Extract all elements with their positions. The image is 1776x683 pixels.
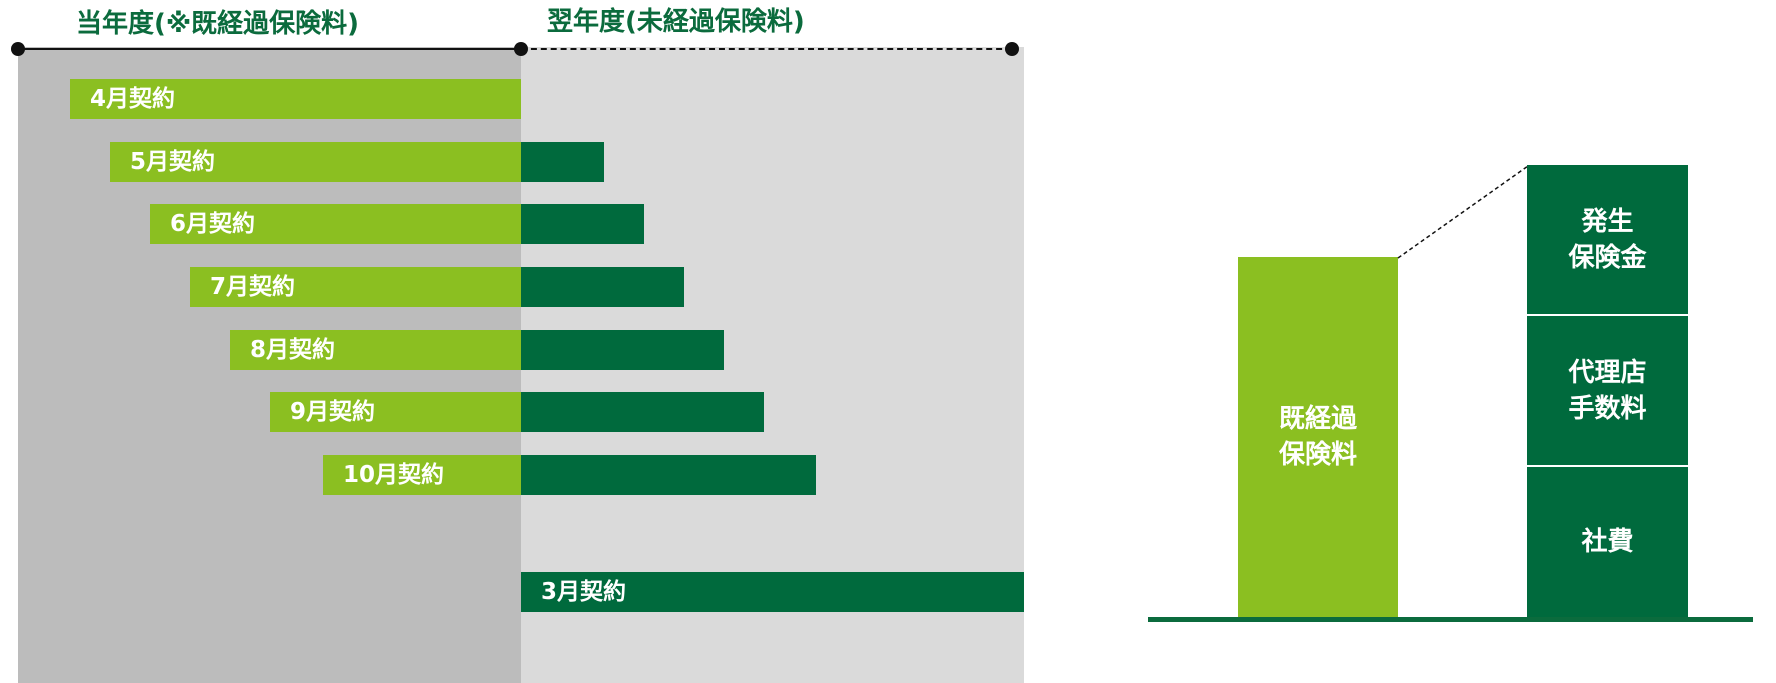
next-year-line bbox=[521, 48, 1012, 50]
contract-label-3: 3月契約 bbox=[541, 579, 627, 605]
contract-bar-next-8 bbox=[521, 330, 724, 370]
connector-dashed-line bbox=[1397, 165, 1529, 259]
contract-bar-next-3: 3月契約 bbox=[521, 572, 1024, 612]
contract-bar-next-10 bbox=[521, 455, 816, 495]
contract-bar-current-10: 10月契約 bbox=[323, 455, 521, 495]
contract-label-8: 8月契約 bbox=[250, 337, 336, 363]
claims-box: 発生 保険金 bbox=[1527, 165, 1688, 314]
timeline-start-dot bbox=[11, 42, 25, 56]
next-year-label: 翌年度(未経過保険料) bbox=[547, 7, 805, 37]
contract-label-5: 5月契約 bbox=[130, 149, 216, 175]
contract-bar-next-7 bbox=[521, 267, 684, 307]
breakdown-baseline bbox=[1148, 617, 1753, 622]
contract-bar-current-4: 4月契約 bbox=[70, 79, 521, 119]
current-year-line bbox=[18, 48, 521, 50]
contract-label-6: 6月契約 bbox=[170, 211, 256, 237]
timeline-end-dot bbox=[1005, 42, 1019, 56]
contract-label-4: 4月契約 bbox=[90, 86, 176, 112]
contract-label-7: 7月契約 bbox=[210, 274, 296, 300]
contract-label-10: 10月契約 bbox=[343, 462, 445, 488]
contract-label-9: 9月契約 bbox=[290, 399, 376, 425]
contract-bar-current-9: 9月契約 bbox=[270, 392, 521, 432]
contract-bar-current-7: 7月契約 bbox=[190, 267, 521, 307]
agency-commission-box: 代理店 手数料 bbox=[1527, 316, 1688, 465]
timeline-mid-dot bbox=[514, 42, 528, 56]
earned-premium-box: 既経過 保険料 bbox=[1238, 257, 1398, 617]
contract-bar-next-9 bbox=[521, 392, 764, 432]
contract-bar-current-5: 5月契約 bbox=[110, 142, 521, 182]
contract-bar-next-6 bbox=[521, 204, 644, 244]
contract-bar-current-8: 8月契約 bbox=[230, 330, 521, 370]
company-expenses-box: 社費 bbox=[1527, 467, 1688, 617]
current-year-label: 当年度(※既経過保険料) bbox=[76, 9, 360, 39]
contract-bar-current-6: 6月契約 bbox=[150, 204, 521, 244]
contract-bar-next-5 bbox=[521, 142, 604, 182]
